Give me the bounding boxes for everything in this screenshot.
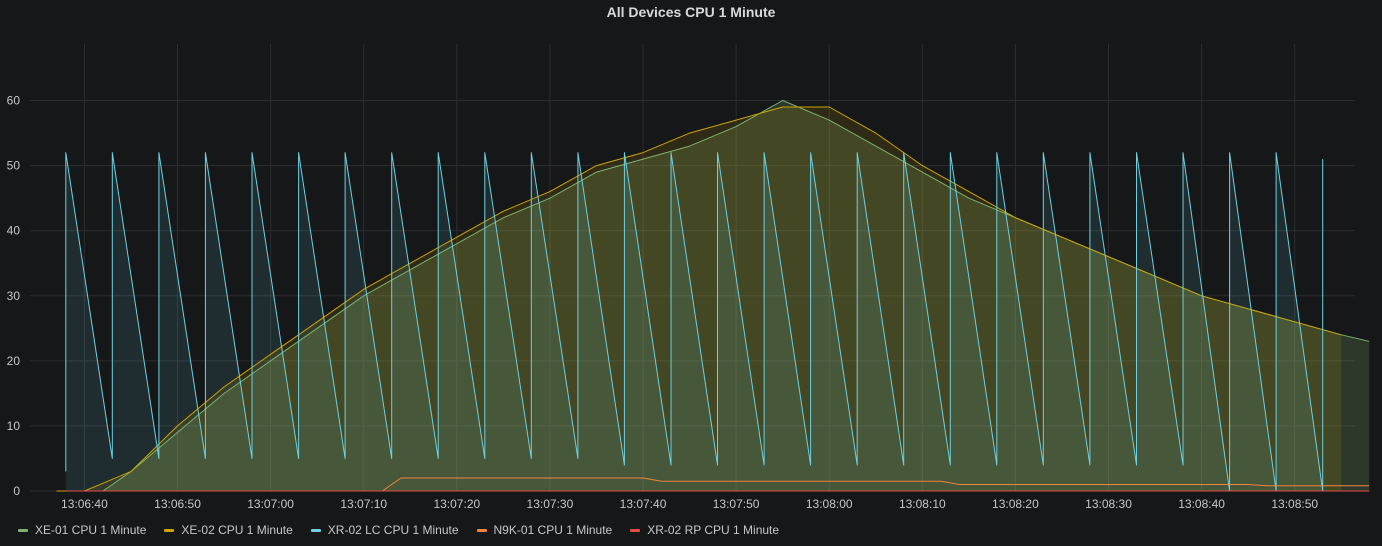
legend: XE-01 CPU 1 Minute XE-02 CPU 1 Minute XR-0…	[18, 521, 779, 539]
legend-item-xe-01-cpu-1-minute[interactable]: XE-01 CPU 1 Minute	[18, 521, 146, 539]
series-areas	[56, 100, 1370, 491]
x-tick-label: 13:07:30	[527, 497, 574, 511]
y-tick-label: 40	[7, 224, 21, 238]
series-lines	[56, 100, 1370, 492]
y-tick-label: 60	[7, 94, 21, 108]
x-tick-label: 13:08:20	[992, 497, 1039, 511]
legend-swatch	[476, 528, 487, 532]
legend-item-xr-02-lc-cpu-1-minute[interactable]: XR-02 LC CPU 1 Minute	[310, 521, 459, 539]
x-tick-label: 13:08:00	[806, 497, 853, 511]
y-tick-label: 0	[13, 484, 20, 498]
x-tick-label: 13:07:20	[433, 497, 480, 511]
legend-swatch	[630, 528, 641, 532]
x-tick-label: 13:06:40	[61, 497, 108, 511]
y-tick-label: 10	[7, 419, 21, 433]
x-tick-label: 13:07:10	[340, 497, 387, 511]
legend-label: XR-02 RP CPU 1 Minute	[647, 523, 780, 537]
axis-labels: 0 10 20 30 40 50 60 13:06:40 13:06:50 13:07:00 13:…	[7, 94, 1319, 511]
x-tick-label: 13:08:30	[1085, 497, 1132, 511]
x-tick-label: 13:07:00	[247, 497, 294, 511]
legend-swatch	[18, 528, 28, 532]
xe-02-cpu-1-minute-area	[56, 107, 1342, 491]
y-tick-label: 30	[7, 289, 21, 303]
xr-02-lc-cpu-1-minute-line	[65, 152, 1324, 492]
x-tick-label: 13:07:40	[620, 497, 667, 511]
legend-label: XE-01 CPU 1 Minute	[35, 523, 147, 537]
x-tick-label: 13:07:50	[713, 497, 760, 511]
n9k-01-cpu-1-minute-line	[65, 477, 1370, 492]
y-tick-label: 50	[7, 159, 21, 173]
legend-item-xr-02-rp-cpu-1-minute[interactable]: XR-02 RP CPU 1 Minute	[630, 521, 779, 539]
legend-swatch	[310, 528, 321, 532]
x-tick-label: 13:06:50	[154, 497, 201, 511]
x-tick-label: 13:08:40	[1178, 497, 1225, 511]
xr-02-lc-cpu-1-minute-area	[65, 152, 1323, 491]
legend-label: XE-02 CPU 1 Minute	[181, 523, 293, 537]
chart-title: All Devices CPU 1 Minute	[606, 4, 776, 20]
legend-item-n9k-01-cpu-1-minute[interactable]: N9K-01 CPU 1 Minute	[476, 521, 613, 539]
y-tick-label: 20	[7, 354, 21, 368]
legend-swatch	[164, 528, 175, 532]
xe-01-cpu-1-minute-area	[56, 100, 1370, 491]
legend-label: N9K-01 CPU 1 Minute	[493, 523, 613, 537]
legend-label: XR-02 LC CPU 1 Minute	[327, 523, 459, 537]
x-tick-label: 13:08:10	[899, 497, 946, 511]
legend-item-xe-02-cpu-1-minute[interactable]: XE-02 CPU 1 Minute	[164, 521, 293, 539]
xe-02-cpu-1-minute-line	[56, 106, 1342, 492]
x-tick-label: 13:08:50	[1271, 497, 1318, 511]
